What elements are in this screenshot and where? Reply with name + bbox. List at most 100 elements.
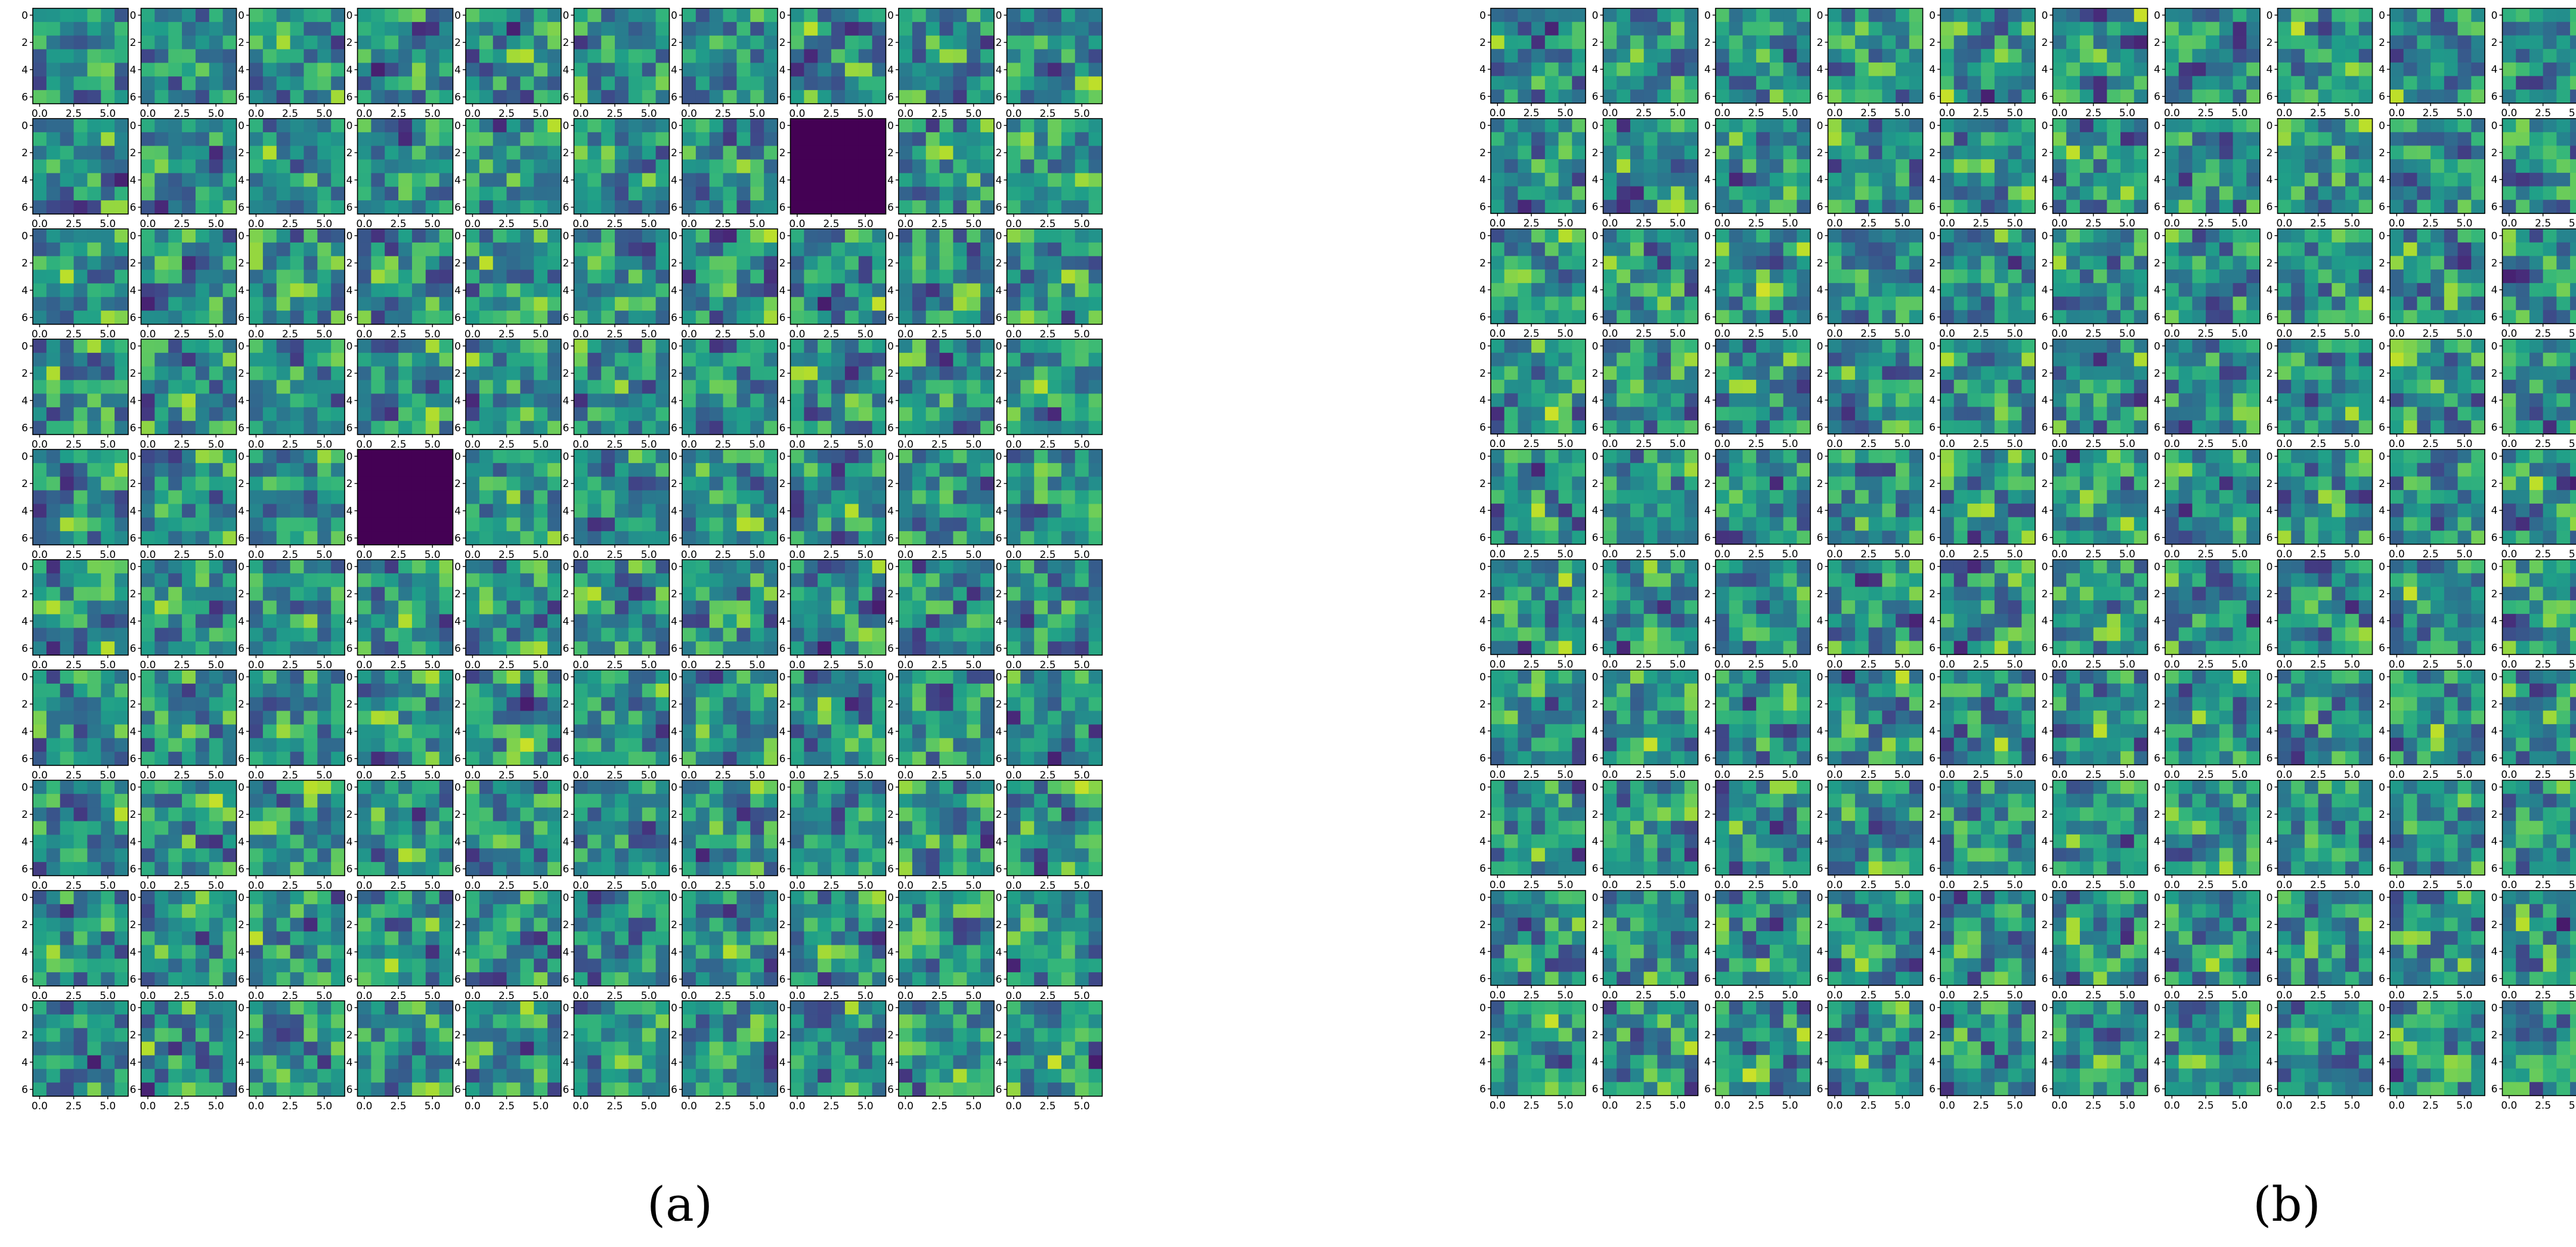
heatmap-cell	[317, 628, 332, 642]
heatmap-cell	[304, 752, 318, 766]
heatmap-cell	[547, 697, 562, 712]
heatmap-cell	[615, 711, 629, 725]
heatmap-cell	[73, 187, 88, 201]
heatmap-cell	[114, 407, 129, 421]
heatmap-cell	[764, 670, 778, 684]
heatmap-cell	[357, 145, 371, 160]
heatmap-cell	[276, 517, 291, 532]
heatmap-cell	[1007, 159, 1021, 174]
heatmap-cell	[790, 145, 804, 160]
x-tick-label: 5.0	[316, 439, 332, 451]
heatmap-cell	[304, 724, 318, 739]
heatmap-cell	[1075, 200, 1089, 215]
heatmap-cell	[520, 600, 534, 615]
heatmap-cell	[1048, 573, 1062, 588]
heatmap-cell	[953, 242, 967, 257]
heatmap-cell	[168, 311, 182, 325]
x-tick-label: 5.0	[641, 108, 657, 120]
heatmap-cell	[953, 628, 967, 642]
heatmap-cell	[872, 641, 887, 656]
heatmap-cell	[790, 752, 804, 766]
heatmap-cell	[520, 476, 534, 491]
heatmap-cell	[493, 683, 507, 698]
heatmap-cell	[628, 449, 643, 464]
heatmap-cell	[87, 339, 101, 353]
heatmap-cell	[466, 229, 480, 243]
heatmap-cell	[154, 49, 169, 64]
heatmap-cell	[479, 407, 494, 421]
y-tick-label: 2	[21, 37, 28, 49]
heatmap-cell	[628, 229, 643, 243]
heatmap-cell	[642, 200, 657, 215]
heatmap-cell	[628, 393, 643, 408]
heatmap-cell	[1048, 256, 1062, 271]
y-tick-label: 6	[238, 423, 244, 435]
heatmap-cell	[574, 380, 588, 395]
heatmap-cell	[925, 8, 940, 23]
x-tick-label: 0.0	[1005, 218, 1021, 230]
y-tick-label: 6	[346, 202, 353, 214]
heatmap-cell	[858, 21, 873, 36]
heatmap-cell	[818, 421, 832, 435]
heatmap-cell	[695, 848, 710, 863]
heatmap-cell	[764, 90, 778, 104]
x-tick-label: 0.0	[140, 549, 156, 561]
heatmap-cell	[628, 269, 643, 284]
heatmap-cell	[858, 573, 873, 588]
heatmap-cell	[290, 780, 305, 795]
x-tick-label: 5.0	[208, 439, 224, 451]
heatmap-cell	[304, 393, 318, 408]
y-tick-label: 2	[21, 368, 28, 380]
heatmap-cell	[709, 229, 724, 243]
heatmap-cell	[317, 517, 332, 532]
y-tick-label: 6	[779, 753, 786, 765]
heatmap-cell	[858, 132, 873, 147]
heatmap-cell	[642, 862, 657, 876]
heatmap-cell	[262, 63, 277, 77]
heatmap-cell	[506, 628, 521, 642]
heatmap-cell	[371, 269, 385, 284]
heatmap-cell	[276, 476, 291, 491]
x-tick-label: 2.5	[607, 328, 623, 340]
heatmap-cell	[466, 821, 480, 836]
heatmap-cell	[222, 807, 237, 822]
heatmap-cell	[46, 531, 61, 545]
heatmap-cell	[101, 641, 115, 656]
heatmap-cell	[804, 738, 818, 752]
heatmap-cell	[1034, 90, 1048, 104]
heatmap-cell	[695, 531, 710, 545]
heatmap-cell	[60, 256, 75, 271]
heatmap-cell	[520, 752, 534, 766]
heatmap-cell	[87, 835, 101, 849]
heatmap-cell	[547, 724, 562, 739]
y-tick-label: 4	[671, 836, 677, 848]
heatmap-cell	[276, 366, 291, 381]
x-tick-label: 2.5	[1040, 770, 1056, 781]
heatmap-cell	[723, 393, 738, 408]
heatmap-cell	[371, 449, 385, 464]
y-tick-label: 4	[238, 505, 244, 517]
heatmap-cell	[642, 449, 657, 464]
heatmap-cell	[1034, 407, 1048, 421]
y-tick-label: 4	[130, 285, 137, 297]
heatmap-cell	[750, 449, 764, 464]
heatmap-cell	[1007, 380, 1021, 395]
heatmap-cell	[60, 380, 75, 395]
y-tick-label: 2	[130, 588, 137, 600]
y-tick-label: 6	[454, 423, 461, 435]
x-tick-label: 2.5	[1040, 218, 1056, 230]
heatmap-cell	[317, 449, 332, 464]
x-tick-label: 0.0	[572, 880, 589, 892]
heatmap-cell	[655, 641, 670, 656]
heatmap-cell	[520, 173, 534, 187]
heatmap-cell	[844, 393, 859, 408]
heatmap-cell	[520, 862, 534, 876]
heatmap-cell	[262, 683, 277, 698]
heatmap-cell	[655, 600, 670, 615]
heatmap-cell	[222, 738, 237, 752]
heatmap-cell	[439, 145, 454, 160]
